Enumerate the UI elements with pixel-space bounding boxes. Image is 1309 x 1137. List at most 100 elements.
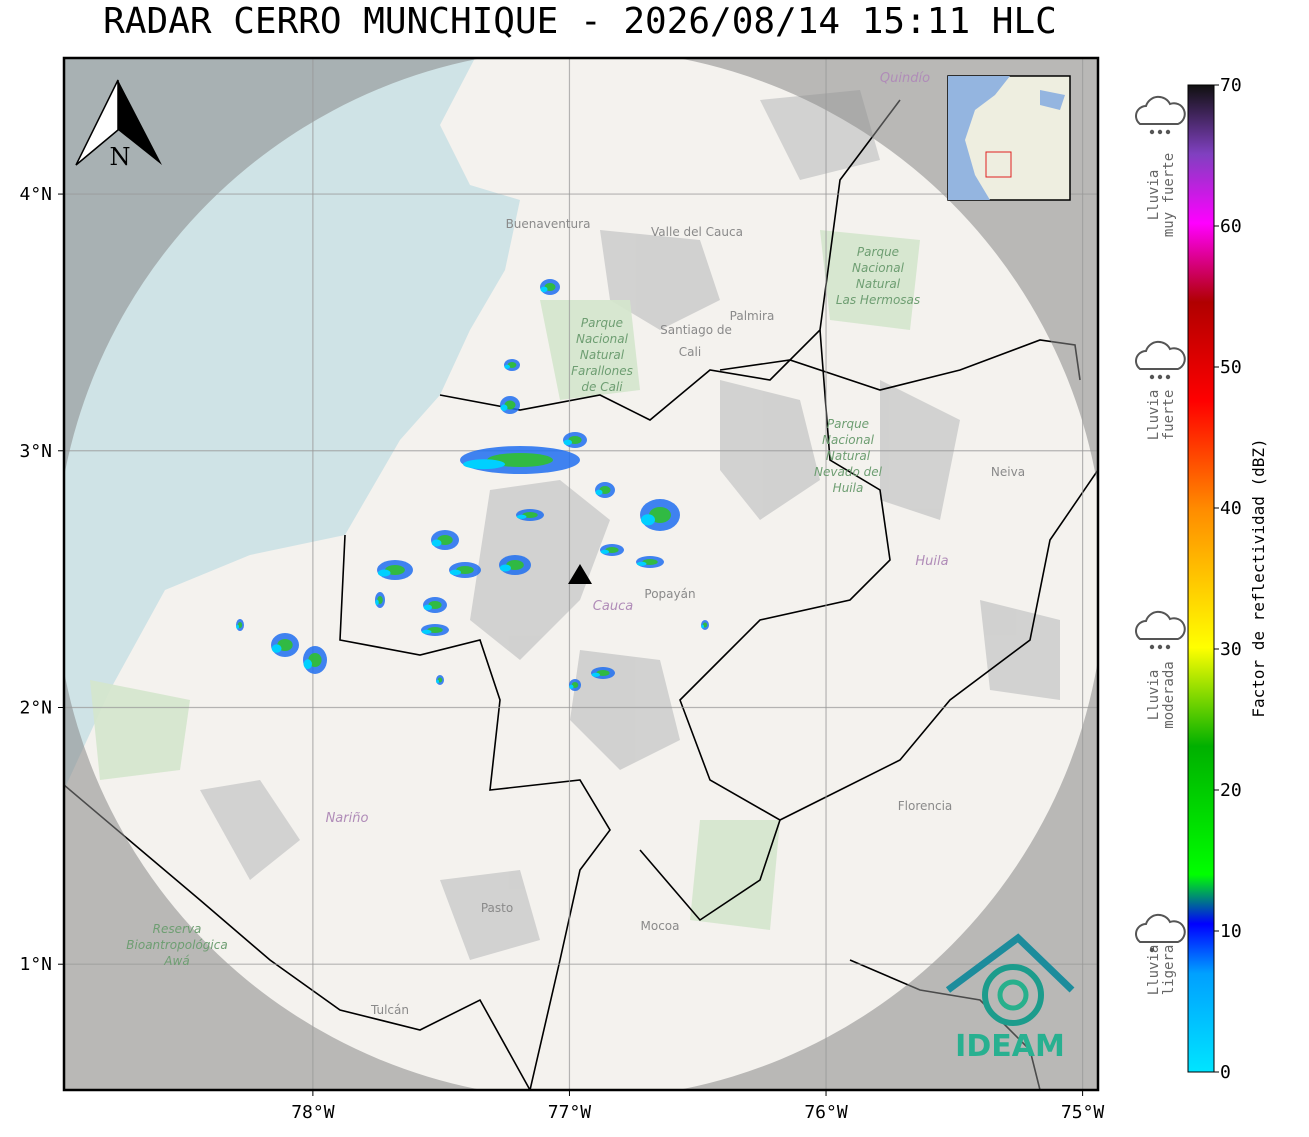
colorbar-tick-label: 50 [1220,357,1242,378]
raindrop [1149,374,1155,380]
x-tick-label: 75°W [1061,1102,1105,1123]
colorbar-label: Factor de reflectividad (dBZ) [1249,438,1268,717]
park-label: Parque [857,245,899,259]
axes: 78°W 77°W 76°W 75°W 4°N 3°N 2°N 1°N [19,184,1104,1123]
place-label: Mocoa [641,919,680,933]
park-label: Nacional [822,433,875,447]
colorbar-tick-label: 0 [1220,1062,1231,1083]
park-label: Nevado del [814,465,883,479]
echo-edge [540,286,548,293]
place-label: Santiago de [660,323,732,337]
rain-category: Lluvia [1146,390,1162,441]
ocean [64,58,520,790]
y-tick-label: 3°N [19,441,52,462]
y-tick-label: 4°N [19,184,52,205]
echo-edge [271,644,282,653]
echo-edge [423,604,432,611]
place-labels: Buenaventura Valle del Cauca Santiago de Ca… [126,71,1025,1017]
place-label: Huila [915,554,948,569]
y-tick-label: 2°N [19,697,52,718]
echo-edge [636,561,647,566]
radar-site [568,564,592,584]
logo-text: IDEAM [955,1029,1065,1064]
rain-category: Lluvia [1146,945,1162,996]
echo-edge [303,659,312,670]
map-frame [62,56,1100,1092]
park-label: Nacional [576,332,629,346]
echo-edge [595,489,603,496]
rain-category: fuerte [1161,390,1177,441]
rain-icon [1135,913,1186,953]
echo-edge [436,679,439,684]
colorbar-tick-label: 30 [1220,639,1242,660]
park-label: Huila [833,481,864,495]
rain-category: ligera [1161,945,1177,996]
title: RADAR CERRO MUNCHIQUE - 2026/08/14 15:11… [103,1,1057,42]
raindrop [1165,129,1171,135]
ideam-logo: IDEAM [945,933,1075,1064]
echo-edge [504,364,511,369]
echo-edge [600,549,609,554]
north-arrow: N [75,79,162,171]
raindrop [1157,644,1163,650]
place-label: Tulcán [370,1003,409,1017]
echo-edge [431,539,442,547]
park-label: Natural [826,449,871,463]
cloud [1135,340,1186,370]
place-label: Palmira [730,309,775,323]
colorbar-tick-label: 10 [1220,921,1242,942]
park-label: Las Hermosas [836,293,920,307]
raindrop [1149,644,1155,650]
echo-edge [421,629,432,634]
park-label: Farallones [571,364,633,378]
colorbar-tick-label: 40 [1220,498,1242,519]
x-tick-label: 76°W [804,1102,848,1123]
place-label: Buenaventura [506,217,591,231]
rain-category: moderada [1161,661,1177,728]
inset-map [947,75,1071,201]
rain-icon [1135,95,1186,135]
rain-category: Lluvia [1146,670,1162,721]
radar-echoes [236,279,709,691]
cloud [1135,610,1186,640]
place-label: Pasto [481,901,513,915]
echo-edge [641,514,655,526]
rain-category: muy fuerte [1161,153,1177,237]
place-label: Florencia [898,799,953,813]
echo-edge [500,404,508,411]
park-label: Nacional [852,261,905,275]
echo-edge [463,459,505,470]
park-label: Natural [856,277,901,291]
echo-edge [516,514,527,519]
colorbar-tick-label: 70 [1220,75,1242,96]
place-label: Quindío [880,71,930,86]
echo-edge [375,599,379,606]
echo-edge [701,624,704,629]
raindrop [1165,374,1171,380]
parks-areas [90,230,920,930]
echo-edge [591,672,600,677]
raindrop [1149,947,1155,953]
raindrop [1149,129,1155,135]
map: Buenaventura Valle del Cauca Santiago de Ca… [64,58,1098,1090]
echo-edge [449,569,461,576]
rain-icon [1135,610,1186,650]
north-label: N [110,143,131,171]
echo-edge [569,684,574,689]
colorbar [1187,84,1215,1073]
cloud [1135,95,1186,125]
rain-icon [1135,340,1186,380]
place-label: Cauca [593,599,633,614]
place-label: Nariño [326,811,369,826]
cloud [1135,913,1186,943]
raindrop [1165,644,1171,650]
x-tick-label: 77°W [548,1102,592,1123]
y-tick-label: 1°N [19,954,52,975]
park-label: Reserva [153,922,202,936]
park-label: Awá [163,954,189,968]
echo-edge [377,569,391,577]
x-tick-label: 78°W [291,1102,335,1123]
colorbar-tick-label: 60 [1220,216,1242,237]
